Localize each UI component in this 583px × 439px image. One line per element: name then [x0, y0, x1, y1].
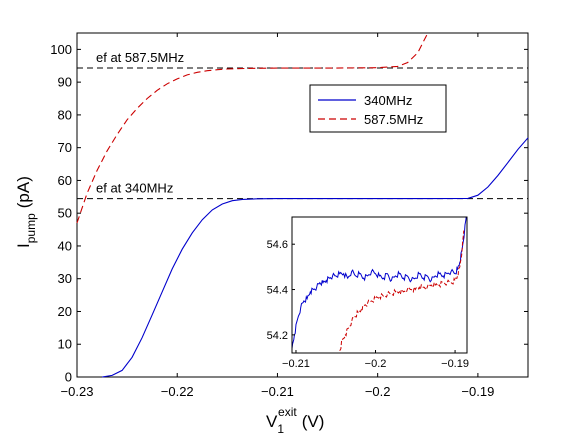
- main-series: [76, 32, 529, 378]
- legend-label-587mhz: 587.5MHz: [364, 112, 423, 127]
- inset-y-tick-label: 54.2: [267, 330, 288, 342]
- series-line-0: [102, 137, 529, 378]
- inset-y-tick-label: 54.4: [267, 285, 288, 297]
- legend: 340MHz 587.5MHz: [309, 84, 447, 133]
- y-tick-label: 80: [58, 107, 72, 122]
- y-tick-label: 70: [58, 140, 72, 155]
- inset-x-ticks: −0.21 −0.2 −0.19: [282, 350, 469, 370]
- inset-y-ticks: 54.2 54.4 54.6: [267, 239, 295, 342]
- reference-line-label: ef at 587.5MHz: [96, 50, 184, 65]
- y-tick-label: 10: [58, 337, 72, 352]
- inset-plot-frame: [291, 216, 468, 354]
- y-tick-label: 60: [58, 173, 72, 188]
- inset-series: [291, 216, 467, 351]
- main-x-ticks: −0.23 −0.22 −0.21 −0.2 −0.19: [61, 33, 494, 399]
- y-tick-label: 30: [58, 271, 72, 286]
- inset-x-tick-label: −0.21: [282, 358, 310, 370]
- x-tick-label: −0.21: [261, 384, 294, 399]
- legend-box: [309, 84, 447, 133]
- y-tick-label: 90: [58, 75, 72, 90]
- inset-plot-background: [292, 217, 467, 353]
- y-tick-label: 100: [50, 42, 72, 57]
- legend-label-340mhz: 340MHz: [364, 93, 412, 108]
- inset-x-tick-label: −0.19: [441, 358, 469, 370]
- x-tick-label: −0.23: [61, 384, 94, 399]
- x-tick-label: −0.19: [461, 384, 494, 399]
- inset-series-line-0: [291, 216, 467, 349]
- y-tick-label: 0: [65, 370, 72, 385]
- y-tick-label: 40: [58, 238, 72, 253]
- reference-line-label: ef at 340MHz: [96, 181, 173, 196]
- inset-y-tick-label: 54.6: [267, 239, 288, 251]
- x-tick-label: −0.22: [161, 384, 194, 399]
- x-axis-label: V1exit (V): [266, 405, 324, 436]
- main-plot-frame: [76, 32, 529, 378]
- y-axis-label: Ipump(pA): [14, 176, 38, 248]
- x-tick-label: −0.2: [365, 384, 391, 399]
- y-tick-label: 20: [58, 304, 72, 319]
- inset-series-line-1: [339, 230, 465, 351]
- inset-x-tick-label: −0.2: [365, 358, 387, 370]
- series-line-1: [76, 32, 429, 224]
- y-tick-label: 50: [58, 206, 72, 221]
- main-y-ticks: 0 10 20 30 40 50 60 70 80 90 100: [50, 42, 528, 385]
